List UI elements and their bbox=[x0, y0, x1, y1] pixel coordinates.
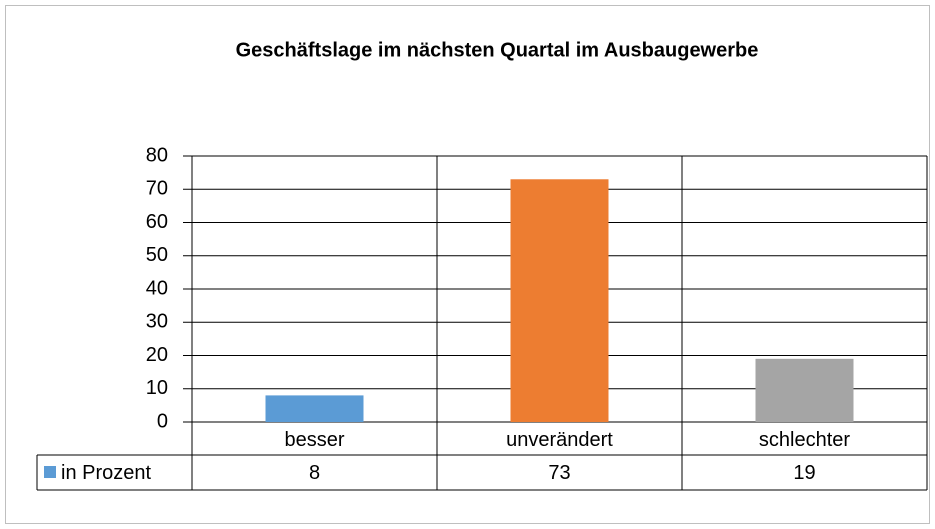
y-tick-label: 70 bbox=[146, 178, 168, 200]
table-value: 73 bbox=[548, 462, 570, 484]
y-tick-label: 40 bbox=[146, 277, 168, 299]
y-tick-label: 10 bbox=[146, 377, 168, 399]
legend-label: in Prozent bbox=[61, 462, 151, 484]
y-tick-label: 60 bbox=[146, 211, 168, 233]
x-tick-label: schlechter bbox=[759, 429, 850, 451]
y-tick-label: 30 bbox=[146, 311, 168, 333]
bar bbox=[510, 179, 609, 422]
chart-border bbox=[5, 5, 930, 524]
bar bbox=[755, 358, 854, 422]
legend-key bbox=[44, 466, 56, 478]
y-tick-label: 50 bbox=[146, 244, 168, 266]
x-tick-label: unverändert bbox=[506, 429, 613, 451]
y-tick-label: 80 bbox=[146, 144, 168, 166]
bar bbox=[265, 395, 364, 422]
y-tick-label: 0 bbox=[157, 410, 168, 432]
chart-title: Geschäftslage im nächsten Quartal im Aus… bbox=[236, 39, 759, 61]
y-tick-label: 20 bbox=[146, 344, 168, 366]
table-value: 8 bbox=[309, 462, 320, 484]
x-tick-label: besser bbox=[284, 429, 344, 451]
table-value: 19 bbox=[793, 462, 815, 484]
